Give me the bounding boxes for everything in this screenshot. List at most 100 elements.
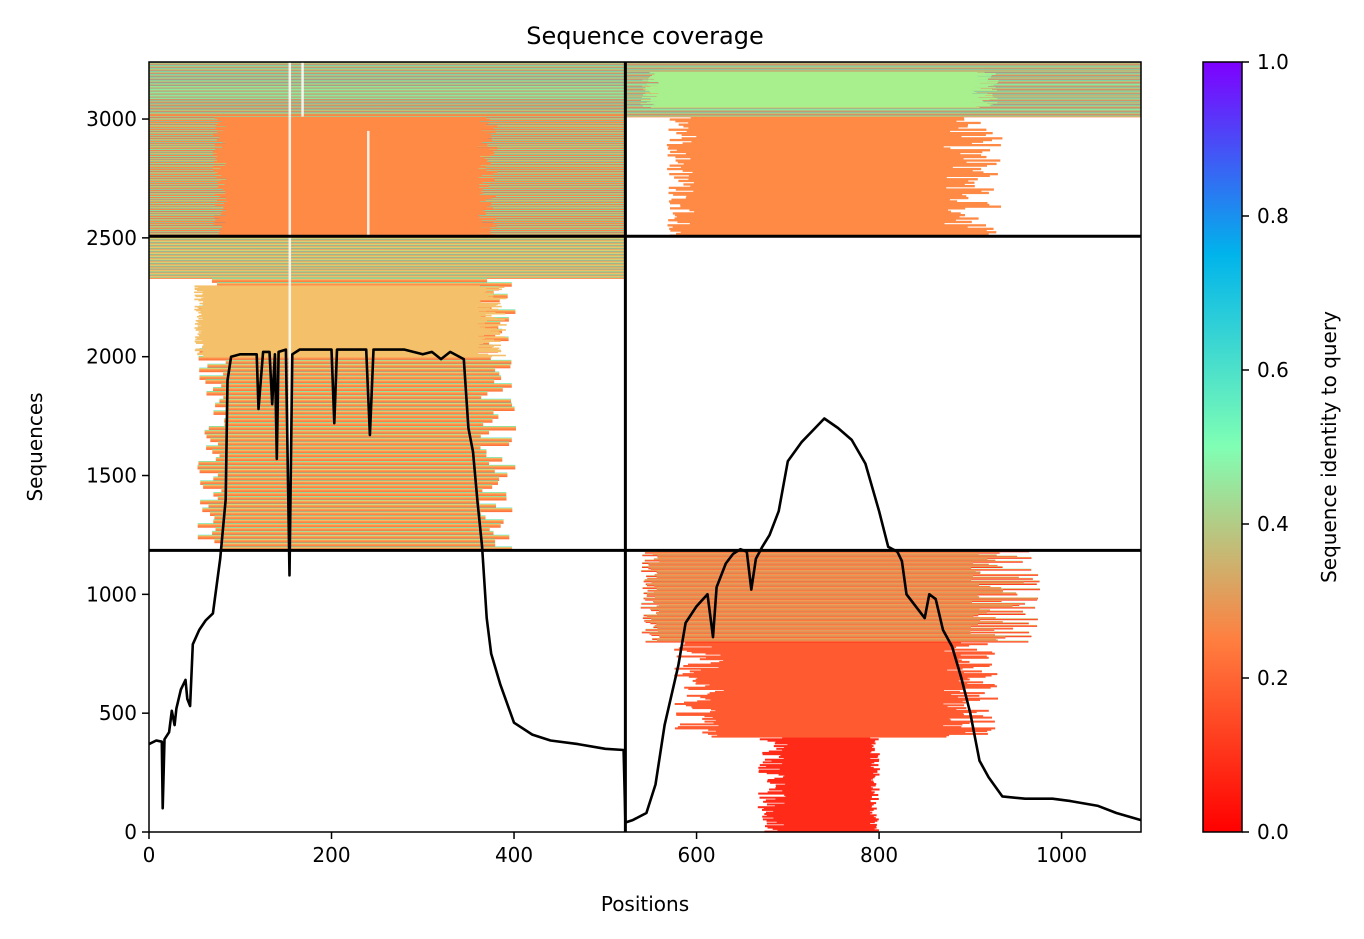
heatmap-strip (203, 343, 480, 346)
heatmap-strip (202, 330, 491, 332)
heatmap-strip (149, 72, 626, 74)
heatmap-strip (149, 93, 626, 95)
heatmap-strip (213, 161, 487, 164)
heatmap-block-mid-cap (149, 236, 626, 279)
heatmap-strip (777, 829, 879, 832)
heatmap-strip (659, 635, 1032, 638)
heatmap-strip (197, 324, 507, 326)
heatmap-strip (149, 106, 626, 109)
heatmap-strip (215, 402, 512, 408)
heatmap-strip (680, 723, 963, 726)
heatmap-strip (764, 813, 871, 815)
y-tick-label: 1000 (86, 582, 137, 606)
y-tick-label: 0 (124, 820, 137, 844)
heatmap-strip (644, 559, 996, 562)
heatmap-strip (217, 472, 508, 478)
heatmap-strip (194, 305, 502, 308)
heatmap-strip (625, 64, 1141, 66)
heatmap-strip (656, 611, 987, 614)
heatmap-strip (201, 339, 495, 341)
heatmap-strip (762, 815, 874, 818)
heatmap-strip (766, 772, 874, 775)
heatmap-strip (202, 313, 486, 316)
heatmap-strip (197, 464, 516, 470)
heatmap-strip (194, 323, 478, 325)
heatmap-strip (202, 317, 495, 319)
heatmap-strip (215, 126, 494, 130)
heatmap-strip (667, 147, 951, 150)
heatmap-strip (669, 164, 987, 167)
heatmap-strip (149, 106, 626, 108)
colorbar-tick-label: 0.4 (1257, 512, 1289, 536)
heatmap-strip (773, 745, 874, 748)
heatmap-strip (766, 822, 871, 825)
y-axis-label: Sequences (23, 392, 47, 501)
heatmap-strip (212, 166, 486, 169)
heatmap-strip (219, 135, 492, 138)
heatmap-strip (225, 191, 484, 195)
heatmap-strip (199, 335, 479, 337)
heatmap-strip (149, 248, 626, 250)
heatmap-strip (678, 123, 968, 126)
heatmap-strip (676, 232, 989, 236)
heatmap-strip (776, 785, 871, 788)
plot-frame (148, 61, 1142, 833)
heatmap-strip (149, 97, 626, 99)
heatmap-strip (195, 329, 506, 331)
heatmap-strip (682, 142, 972, 145)
heatmap-block-bot-mid (674, 641, 998, 738)
heatmap-strip (775, 741, 875, 743)
heatmap-strip (675, 155, 987, 159)
heatmap-strip (674, 727, 996, 730)
heatmap-strip (199, 367, 496, 373)
heatmap-strip (149, 97, 626, 100)
heatmap-strip (149, 64, 626, 66)
heatmap-strip (688, 126, 959, 130)
heatmap-strip (149, 85, 626, 87)
heatmap-strip (644, 579, 972, 581)
heatmap-strip (758, 792, 874, 795)
heatmap-strip (759, 738, 879, 741)
heatmap-strip (668, 145, 944, 148)
coverage-heatmap (149, 62, 1141, 833)
y-tick-label: 2000 (86, 345, 137, 369)
heatmap-block-mid-a-tan (194, 285, 507, 358)
heatmap-strip (645, 628, 995, 631)
heatmap-strip (644, 619, 981, 622)
colorbar-tick-label: 0.0 (1257, 820, 1289, 844)
x-tick-label: 1000 (1036, 843, 1087, 867)
heatmap-strip (149, 251, 626, 253)
heatmap-strip (149, 111, 626, 113)
heatmap-strip (201, 297, 507, 300)
heatmap-strip (225, 214, 479, 217)
heatmap-strip (149, 67, 626, 69)
heatmap-strip (784, 802, 877, 805)
heatmap-strip (198, 299, 481, 302)
heatmap-strip (759, 796, 872, 799)
heatmap-strip (641, 570, 976, 572)
heatmap-strip (671, 198, 950, 201)
heatmap-strip (684, 686, 991, 689)
heatmap-strip (653, 558, 988, 561)
heatmap-strip (149, 242, 626, 244)
heatmap-strip (149, 88, 626, 90)
heatmap-strip (221, 227, 491, 230)
heatmap-strip (765, 825, 877, 828)
heatmap-strip (649, 632, 971, 635)
heatmap-strip (222, 145, 478, 148)
heatmap-strip (149, 91, 626, 94)
heatmap-strip (149, 86, 626, 88)
heatmap-strip (215, 219, 482, 222)
x-tick-label: 800 (860, 843, 898, 867)
heatmap-strip (700, 669, 948, 671)
heatmap-strip (778, 756, 878, 758)
heatmap-strip (669, 118, 965, 121)
heatmap-strip (774, 777, 873, 780)
heatmap-strip (774, 804, 872, 807)
heatmap-strip (149, 70, 626, 72)
heatmap-strip (625, 108, 1141, 110)
heatmap-block-top-a (212, 116, 498, 237)
heatmap-strip (685, 196, 969, 200)
heatmap-strip (643, 580, 1040, 583)
heatmap-strip (225, 196, 492, 200)
